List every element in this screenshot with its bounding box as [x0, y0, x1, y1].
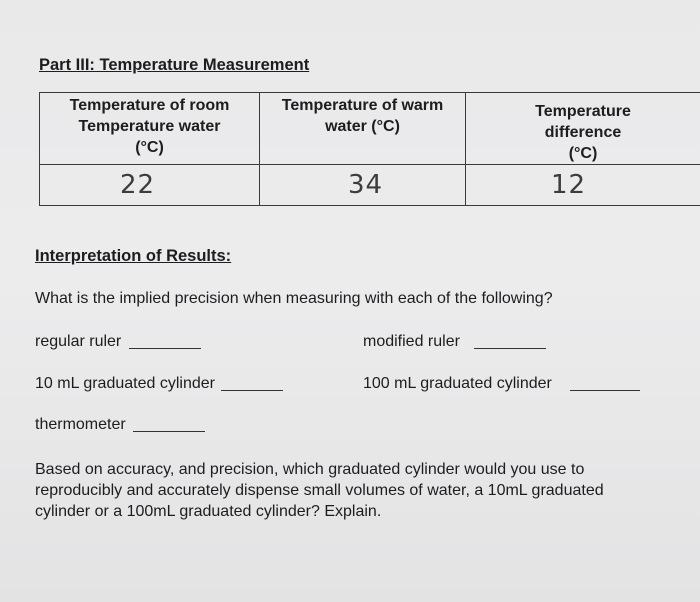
header-temp-difference: Temperature difference (°C): [465, 92, 700, 165]
interpretation-heading: Interpretation of Results:: [35, 247, 232, 265]
header-line: (°C): [568, 145, 598, 162]
thermometer-blank[interactable]: [133, 430, 206, 432]
header-line: Temperature of room: [69, 97, 230, 114]
value-temp-difference: 12: [465, 164, 700, 206]
paragraph-line: reproducibly and accurately dispense sma…: [35, 482, 604, 499]
header-line: difference: [544, 124, 622, 141]
header-warm-temp: Temperature of warm water (°C): [259, 92, 466, 165]
value-room-temp: 22: [39, 164, 260, 206]
cylinder-100ml-label: 100 mL graduated cylinder: [363, 375, 552, 392]
regular-ruler-label: regular ruler: [35, 333, 122, 350]
header-line: Temperature water: [78, 118, 221, 135]
header-line: water (°C): [325, 118, 400, 135]
cylinder-100ml-blank[interactable]: [570, 389, 641, 391]
precision-question: What is the implied precision when measu…: [35, 290, 553, 307]
header-line: (°C): [135, 139, 164, 156]
paragraph-line: cylinder or a 100mL graduated cylinder? …: [35, 503, 382, 520]
header-line: Temperature of warm: [281, 97, 444, 114]
thermometer-item: thermometer: [35, 416, 206, 434]
header-line: Temperature: [535, 103, 631, 120]
paragraph-line: Based on accuracy, and precision, which …: [35, 461, 585, 478]
thermometer-label: thermometer: [35, 416, 126, 433]
cylinder-10ml-blank[interactable]: [221, 389, 284, 391]
cylinder-100ml-item: 100 mL graduated cylinder: [363, 375, 641, 393]
regular-ruler-item: regular ruler: [35, 333, 201, 351]
cylinder-question-paragraph: Based on accuracy, and precision, which …: [35, 459, 695, 522]
cylinder-10ml-label: 10 mL graduated cylinder: [35, 375, 215, 392]
cylinder-10ml-item: 10 mL graduated cylinder: [35, 375, 284, 393]
temperature-table: Temperature of room Temperature water (°…: [39, 92, 700, 206]
table-value-row: 22 34 12: [39, 164, 700, 206]
regular-ruler-blank[interactable]: [128, 347, 201, 349]
modified-ruler-label: modified ruler: [363, 333, 460, 350]
header-room-temp: Temperature of room Temperature water (°…: [39, 92, 260, 165]
table-header-row: Temperature of room Temperature water (°…: [39, 92, 700, 165]
part3-heading: Part III: Temperature Measurement: [39, 56, 310, 74]
modified-ruler-blank[interactable]: [474, 347, 547, 349]
value-warm-temp: 34: [259, 164, 466, 206]
modified-ruler-item: modified ruler: [363, 333, 547, 351]
